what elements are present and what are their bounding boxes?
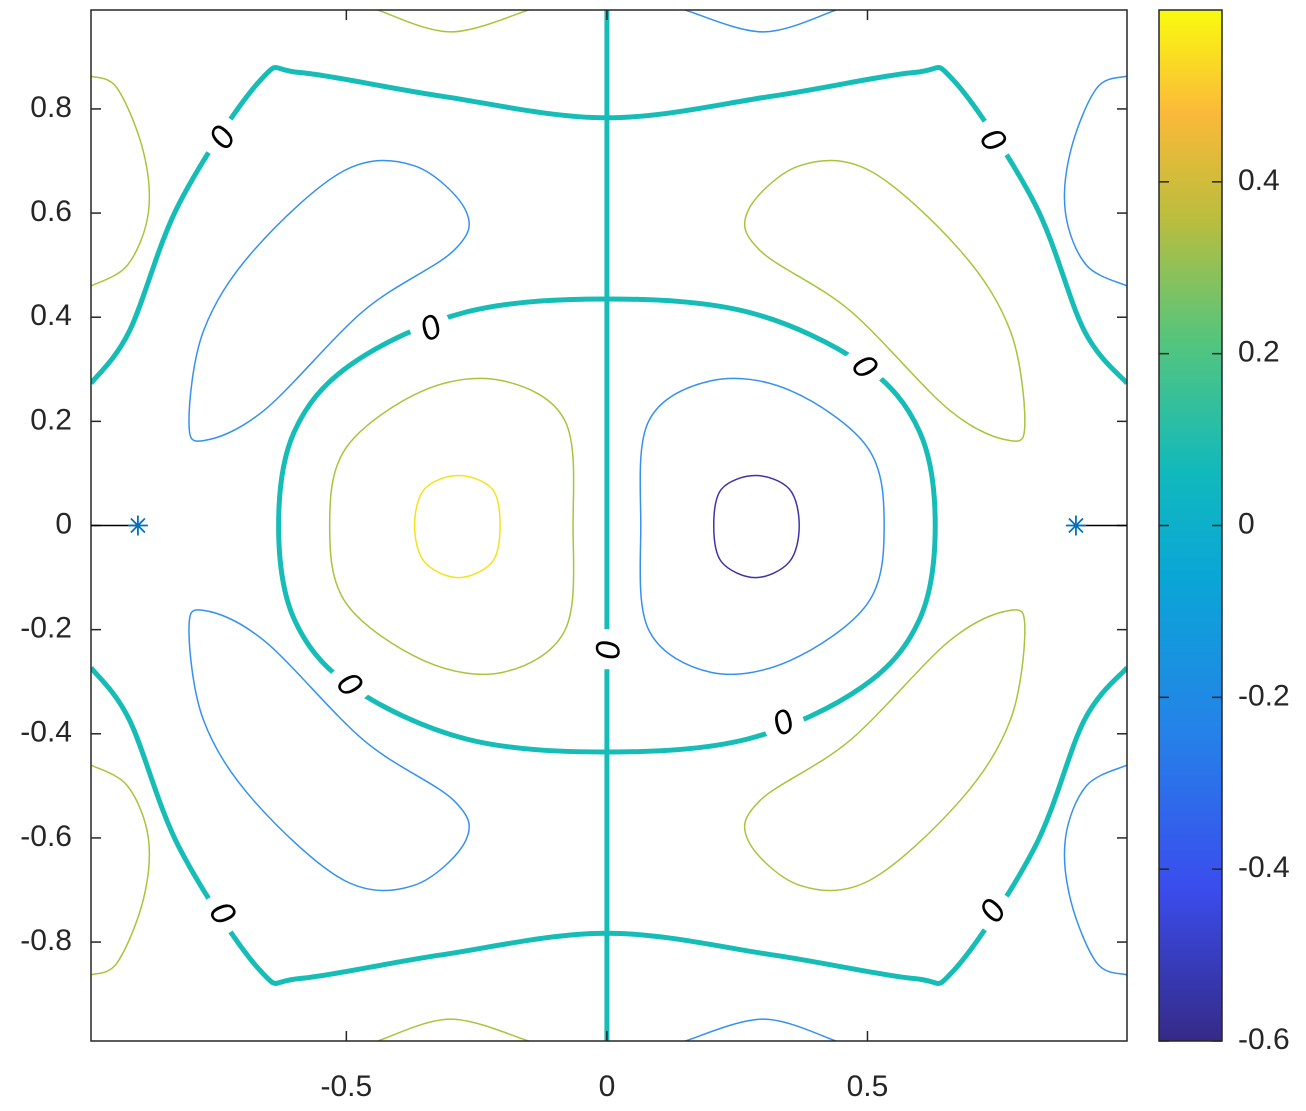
contour-label-group: 0	[966, 884, 1019, 938]
contour-line	[91, 764, 151, 976]
y-tick-label: 0	[55, 507, 72, 540]
contour-label-group: 0	[322, 657, 377, 712]
contour-label-group: 0	[196, 111, 249, 165]
contour-line	[639, 377, 885, 676]
contour-label-bg	[757, 698, 809, 748]
contour-level	[188, 10, 1127, 1041]
contour-line	[377, 1018, 529, 1041]
contour-line	[684, 1018, 837, 1041]
y-tick-label: -0.4	[20, 716, 72, 749]
contour-label-group: 0	[196, 886, 249, 940]
marker	[1065, 515, 1086, 536]
contour-line	[91, 665, 1127, 986]
contour-line	[1063, 75, 1127, 287]
x-tick-label: 0.5	[847, 1070, 889, 1103]
contour-line	[328, 377, 575, 676]
y-tick-label: 0.4	[30, 299, 72, 332]
colorbar-tick-label: 0.4	[1238, 164, 1280, 197]
y-tick-label: 0.6	[30, 195, 72, 228]
y-tick-label: -0.2	[20, 612, 72, 645]
contour-label-bg	[966, 884, 1019, 938]
contour-label-bg	[966, 113, 1019, 167]
colorbar-tick-label: -0.4	[1238, 851, 1290, 884]
contour-line	[413, 474, 501, 579]
contour-label-group: 0	[757, 698, 809, 748]
contour-line	[712, 474, 800, 579]
contour-line	[188, 159, 471, 442]
contour-line	[91, 75, 151, 287]
contour-line	[743, 159, 1026, 442]
contour-layer: 0 0 0 0 0 0 0 0 0	[91, 10, 1127, 1041]
contour-line	[188, 609, 471, 892]
contour-label-bg	[196, 886, 249, 940]
contour-level	[91, 10, 1127, 1041]
contour-label-bg	[588, 629, 625, 670]
marker	[127, 515, 148, 536]
contour-line	[743, 609, 1026, 892]
contour-label-bg	[837, 339, 892, 394]
colorbar-tick-label: 0	[1238, 507, 1255, 540]
colorbar-tick-label: -0.6	[1238, 1023, 1290, 1056]
contour-label-bg	[322, 657, 377, 712]
contour-line	[684, 10, 837, 33]
contour-label-group: 0	[837, 339, 892, 394]
contour-label-group: 0	[966, 113, 1019, 167]
colorbar-tick-label: 0.2	[1238, 336, 1280, 369]
colorbar-tick-label: -0.2	[1238, 679, 1290, 712]
contour-line	[91, 65, 1127, 386]
contour-label-bg	[404, 303, 457, 353]
contour-level	[413, 474, 501, 579]
marker-stroke	[1068, 517, 1084, 534]
contour-label-bg	[196, 111, 249, 165]
contour-level	[91, 10, 1026, 1041]
contour-label-group: 0	[404, 303, 457, 353]
y-tick-label: -0.8	[20, 924, 72, 957]
contour-level	[712, 474, 800, 579]
x-tick-label: -0.5	[321, 1070, 373, 1103]
contour-line	[1063, 764, 1127, 976]
marker-stroke	[130, 517, 146, 534]
contour-label: 0	[588, 640, 626, 659]
y-tick-label: 0.2	[30, 403, 72, 436]
contour-label-group: 0	[588, 629, 626, 670]
y-tick-label: 0.8	[30, 91, 72, 124]
x-tick-label: 0	[599, 1070, 616, 1103]
contour-line	[377, 10, 529, 33]
y-tick-label: -0.6	[20, 820, 72, 853]
